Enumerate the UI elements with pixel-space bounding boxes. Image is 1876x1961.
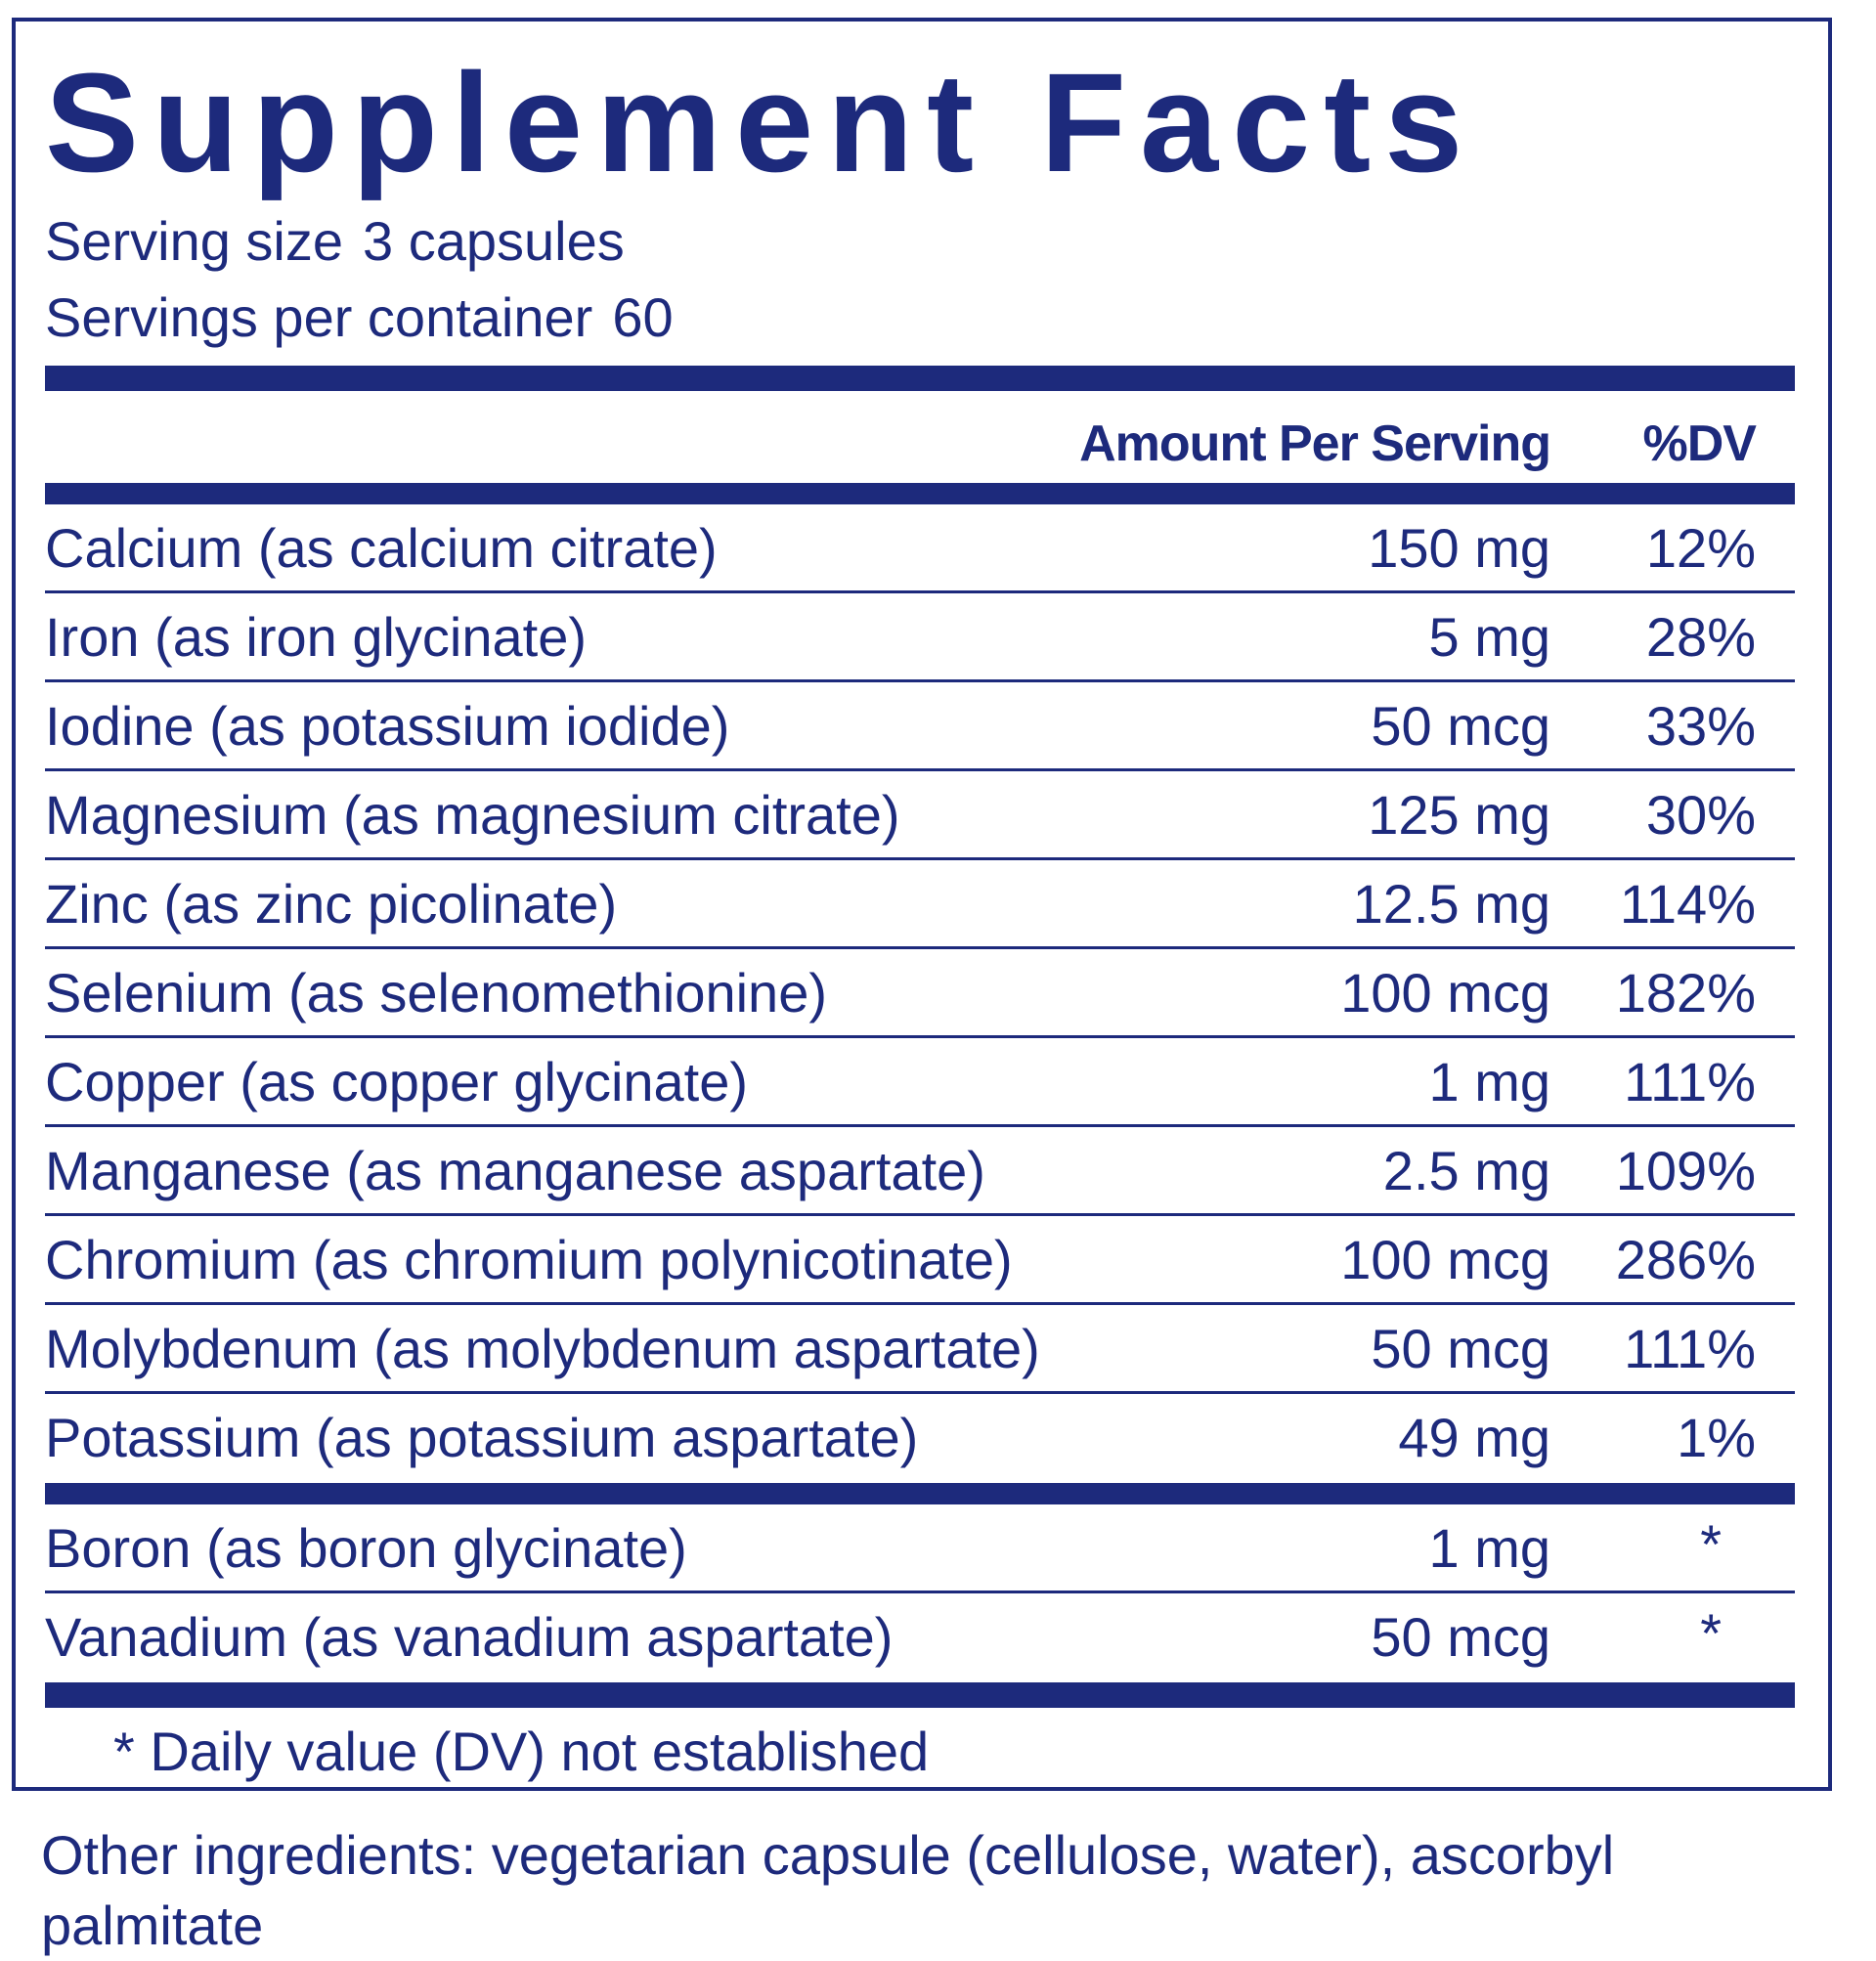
nutrient-row: Iodine (as potassium iodide) 50 mcg 33% xyxy=(45,682,1795,771)
nutrient-row: Copper (as copper glycinate) 1 mg 111% xyxy=(45,1038,1795,1127)
serving-size-line: Serving size 3 capsules xyxy=(45,203,1795,280)
nutrient-name: Molybdenum (as molybdenum aspartate) xyxy=(45,1318,1040,1379)
servings-per-container-value: 60 xyxy=(612,286,674,348)
nutrient-row: Potassium (as potassium aspartate) 49 mg 1… xyxy=(45,1394,1795,1483)
divider-bar xyxy=(45,483,1795,504)
dv-header: %DV xyxy=(1642,415,1757,472)
nutrient-amount: 50 mcg xyxy=(1371,1318,1550,1379)
nutrient-name: Manganese (as manganese aspartate) xyxy=(45,1140,985,1201)
footnote: * Daily value (DV) not established xyxy=(113,1721,930,1782)
nutrient-row: Iron (as iron glycinate) 5 mg 28% xyxy=(45,593,1795,682)
nutrient-dv: 28% xyxy=(1645,606,1756,668)
nutrient-row: Chromium (as chromium polynicotinate) 100… xyxy=(45,1216,1795,1305)
servings-per-container-line: Servings per container 60 xyxy=(45,280,1795,356)
serving-size-label: Serving size xyxy=(45,210,344,272)
nutrient-name: Iodine (as potassium iodide) xyxy=(45,695,730,757)
nutrient-name: Selenium (as selenomethionine) xyxy=(45,962,827,1024)
nutrient-name: Vanadium (as vanadium aspartate) xyxy=(45,1606,894,1668)
nutrient-dv: 182% xyxy=(1615,962,1756,1024)
nutrient-name: Boron (as boron glycinate) xyxy=(45,1517,687,1579)
nutrient-amount: 2.5 mg xyxy=(1382,1140,1550,1201)
nutrient-dv: 30% xyxy=(1645,784,1756,846)
nutrient-list: Calcium (as calcium citrate) 150 mg 12% Ir… xyxy=(45,504,1795,1483)
nutrient-amount: 50 mcg xyxy=(1371,695,1550,757)
nutrient-amount: 150 mg xyxy=(1368,517,1550,579)
nutrient-name: Zinc (as zinc picolinate) xyxy=(45,873,618,935)
nutrient-dv: 12% xyxy=(1645,517,1756,579)
nutrient-name: Chromium (as chromium polynicotinate) xyxy=(45,1229,1013,1290)
supplement-facts-panel: Supplement Facts Serving size 3 capsules … xyxy=(12,18,1832,1791)
nutrient-dv: 111% xyxy=(1624,1051,1756,1112)
nutrient-dv: * xyxy=(1700,1513,1722,1575)
divider-bar xyxy=(45,1483,1795,1504)
nutrient-name: Magnesium (as magnesium citrate) xyxy=(45,784,900,846)
nutrient-name: Iron (as iron glycinate) xyxy=(45,606,588,668)
nutrient-row: Boron (as boron glycinate) 1 mg * xyxy=(45,1504,1795,1593)
nutrient-amount: 1 mg xyxy=(1428,1517,1551,1579)
nutrient-name: Potassium (as potassium aspartate) xyxy=(45,1407,919,1468)
nutrient-dv: 286% xyxy=(1615,1229,1756,1290)
nutrient-amount: 125 mg xyxy=(1368,784,1550,846)
nutrient-amount: 100 mcg xyxy=(1340,1229,1550,1290)
nutrient-name: Copper (as copper glycinate) xyxy=(45,1051,749,1112)
amount-header: Amount Per Serving xyxy=(1079,415,1551,472)
nutrient-row: Calcium (as calcium citrate) 150 mg 12% xyxy=(45,504,1795,593)
nutrient-row: Magnesium (as magnesium citrate) 125 mg 30… xyxy=(45,771,1795,860)
nutrient-dv: 114% xyxy=(1619,873,1756,935)
divider-bar xyxy=(45,366,1795,391)
column-header: Amount Per Serving %DV xyxy=(45,391,1795,483)
nutrient-dv: 33% xyxy=(1645,695,1756,757)
nutrient-row: Manganese (as manganese aspartate) 2.5 mg… xyxy=(45,1127,1795,1216)
nutrient-amount: 49 mg xyxy=(1398,1407,1550,1468)
nutrient-row: Selenium (as selenomethionine) 100 mcg 182… xyxy=(45,949,1795,1038)
nutrient-dv: 111% xyxy=(1624,1318,1756,1379)
nutrient-dv: 109% xyxy=(1615,1140,1756,1201)
nutrient-row: Molybdenum (as molybdenum aspartate) 50 m… xyxy=(45,1305,1795,1394)
panel-title: Supplement Facts xyxy=(45,44,1477,201)
other-nutrient-list: Boron (as boron glycinate) 1 mg * Vanadium… xyxy=(45,1504,1795,1682)
nutrient-dv: * xyxy=(1700,1602,1722,1664)
nutrient-row: Vanadium (as vanadium aspartate) 50 mcg * xyxy=(45,1593,1795,1682)
divider-bar xyxy=(45,1682,1795,1708)
serving-size-value: 3 capsules xyxy=(363,210,625,272)
nutrient-name: Calcium (as calcium citrate) xyxy=(45,517,718,579)
panel-content: Supplement Facts Serving size 3 capsules … xyxy=(45,22,1795,1783)
nutrient-dv: 1% xyxy=(1677,1407,1756,1468)
nutrient-amount: 100 mcg xyxy=(1340,962,1550,1024)
nutrient-amount: 50 mcg xyxy=(1371,1606,1550,1668)
serving-info: Serving size 3 capsules Servings per cont… xyxy=(45,203,1795,356)
other-ingredients: Other ingredients: vegetarian capsule (c… xyxy=(41,1824,1615,1956)
nutrient-row: Zinc (as zinc picolinate) 12.5 mg 114% xyxy=(45,860,1795,949)
nutrient-amount: 1 mg xyxy=(1428,1051,1551,1112)
servings-per-container-label: Servings per container xyxy=(45,286,593,348)
nutrient-amount: 12.5 mg xyxy=(1352,873,1550,935)
nutrient-amount: 5 mg xyxy=(1428,606,1551,668)
